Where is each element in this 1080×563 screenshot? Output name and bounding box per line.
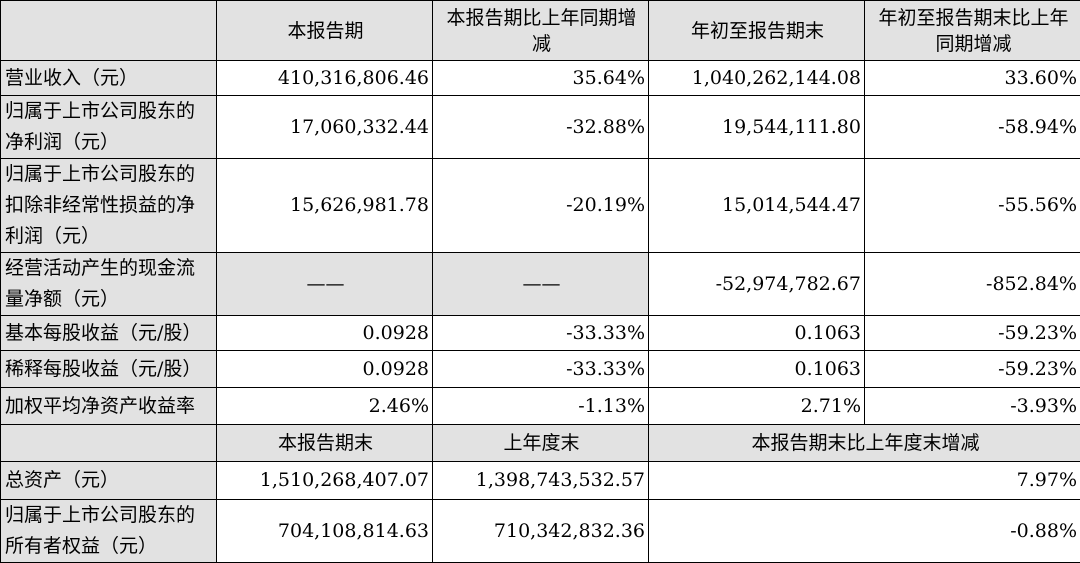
cell-current-period: 0.0928 bbox=[217, 316, 433, 351]
cell-current-period-change: -1.13% bbox=[433, 388, 649, 425]
cell-period-end-change: 7.97% bbox=[649, 462, 1080, 500]
cell-current-period-change: -20.19% bbox=[433, 159, 649, 253]
cell-ytd-change: -852.84% bbox=[865, 253, 1080, 316]
cell-ytd: 19,544,111.80 bbox=[649, 96, 865, 159]
row-label: 经营活动产生的现金流量净额（元） bbox=[1, 253, 217, 316]
cell-ytd-change: -59.23% bbox=[865, 351, 1080, 388]
cell-ytd: -52,974,782.67 bbox=[649, 253, 865, 316]
header-prior-year-end: 上年度末 bbox=[433, 425, 649, 462]
row-label: 营业收入（元） bbox=[1, 61, 217, 96]
row-label: 归属于上市公司股东的净利润（元） bbox=[1, 96, 217, 159]
table-row: 总资产（元） 1,510,268,407.07 1,398,743,532.57… bbox=[1, 462, 1080, 500]
header-ytd: 年初至报告期末 bbox=[649, 1, 865, 61]
cell-ytd: 2.71% bbox=[649, 388, 865, 425]
cell-ytd: 15,014,544.47 bbox=[649, 159, 865, 253]
header-corner bbox=[1, 1, 217, 61]
table-row: 稀释每股收益（元/股） 0.0928 -33.33% 0.1063 -59.23… bbox=[1, 351, 1080, 388]
cell-ytd-change: -55.56% bbox=[865, 159, 1080, 253]
cell-ytd-change: -3.93% bbox=[865, 388, 1080, 425]
cell-current-period: —— bbox=[217, 253, 433, 316]
cell-ytd-change: -59.23% bbox=[865, 316, 1080, 351]
header-row-top: 本报告期 本报告期比上年同期增减 年初至报告期末 年初至报告期末比上年同期增减 bbox=[1, 1, 1080, 61]
cell-current-period: 17,060,332.44 bbox=[217, 96, 433, 159]
cell-period-end: 704,108,814.63 bbox=[217, 500, 433, 563]
header-period-end: 本报告期末 bbox=[217, 425, 433, 462]
cell-ytd-change: -58.94% bbox=[865, 96, 1080, 159]
cell-period-end-change: -0.88% bbox=[649, 500, 1080, 563]
row-label: 归属于上市公司股东的扣除非经常性损益的净利润（元） bbox=[1, 159, 217, 253]
cell-current-period-change: -33.33% bbox=[433, 316, 649, 351]
row-label: 稀释每股收益（元/股） bbox=[1, 351, 217, 388]
cell-ytd: 1,040,262,144.08 bbox=[649, 61, 865, 96]
row-label: 基本每股收益（元/股） bbox=[1, 316, 217, 351]
cell-prior-year-end: 710,342,832.36 bbox=[433, 500, 649, 563]
cell-ytd: 0.1063 bbox=[649, 316, 865, 351]
row-label: 加权平均净资产收益率 bbox=[1, 388, 217, 425]
header-current-period: 本报告期 bbox=[217, 1, 433, 61]
table-row: 营业收入（元） 410,316,806.46 35.64% 1,040,262,… bbox=[1, 61, 1080, 96]
header-ytd-change: 年初至报告期末比上年同期增减 bbox=[865, 1, 1080, 61]
header-current-period-change: 本报告期比上年同期增减 bbox=[433, 1, 649, 61]
cell-ytd-change: 33.60% bbox=[865, 61, 1080, 96]
header-row-bottom: 本报告期末 上年度末 本报告期末比上年度末增减 bbox=[1, 425, 1080, 462]
header-period-end-change: 本报告期末比上年度末增减 bbox=[649, 425, 1080, 462]
cell-current-period: 410,316,806.46 bbox=[217, 61, 433, 96]
row-label: 归属于上市公司股东的所有者权益（元） bbox=[1, 500, 217, 563]
table-row: 经营活动产生的现金流量净额（元） —— —— -52,974,782.67 -8… bbox=[1, 253, 1080, 316]
cell-current-period-change: —— bbox=[433, 253, 649, 316]
cell-current-period-change: -32.88% bbox=[433, 96, 649, 159]
cell-current-period: 0.0928 bbox=[217, 351, 433, 388]
table-row: 基本每股收益（元/股） 0.0928 -33.33% 0.1063 -59.23… bbox=[1, 316, 1080, 351]
row-label: 总资产（元） bbox=[1, 462, 217, 500]
table-row: 加权平均净资产收益率 2.46% -1.13% 2.71% -3.93% bbox=[1, 388, 1080, 425]
cell-current-period-change: 35.64% bbox=[433, 61, 649, 96]
cell-current-period-change: -33.33% bbox=[433, 351, 649, 388]
table-row: 归属于上市公司股东的净利润（元） 17,060,332.44 -32.88% 1… bbox=[1, 96, 1080, 159]
cell-current-period: 15,626,981.78 bbox=[217, 159, 433, 253]
table-row: 归属于上市公司股东的所有者权益（元） 704,108,814.63 710,34… bbox=[1, 500, 1080, 563]
cell-ytd: 0.1063 bbox=[649, 351, 865, 388]
cell-prior-year-end: 1,398,743,532.57 bbox=[433, 462, 649, 500]
table-row: 归属于上市公司股东的扣除非经常性损益的净利润（元） 15,626,981.78 … bbox=[1, 159, 1080, 253]
header-corner-bottom bbox=[1, 425, 217, 462]
cell-period-end: 1,510,268,407.07 bbox=[217, 462, 433, 500]
cell-current-period: 2.46% bbox=[217, 388, 433, 425]
